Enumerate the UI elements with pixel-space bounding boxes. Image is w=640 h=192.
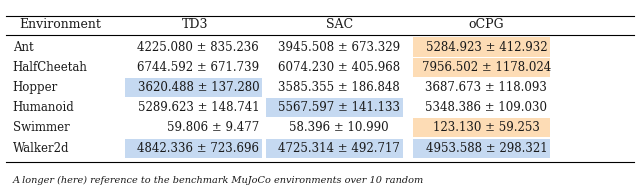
Text: Ant: Ant: [13, 41, 33, 54]
Bar: [413, 139, 550, 158]
Text: 5567.597 ± 141.133: 5567.597 ± 141.133: [278, 101, 400, 114]
Bar: [266, 98, 403, 117]
Text: Hopper: Hopper: [13, 81, 58, 94]
Bar: [413, 37, 550, 57]
Text: TD3: TD3: [182, 18, 209, 31]
Bar: [266, 139, 403, 158]
Text: SAC: SAC: [326, 18, 353, 31]
Text: 3687.673 ± 118.093: 3687.673 ± 118.093: [426, 81, 547, 94]
Text: HalfCheetah: HalfCheetah: [13, 61, 88, 74]
Text: Swimmer: Swimmer: [13, 121, 70, 134]
Text: 123.130 ± 59.253: 123.130 ± 59.253: [433, 121, 540, 134]
Bar: [413, 118, 550, 137]
Bar: [125, 139, 262, 158]
Text: 3945.508 ± 673.329: 3945.508 ± 673.329: [278, 41, 400, 54]
Bar: [125, 78, 262, 97]
Text: 58.396 ± 10.990: 58.396 ± 10.990: [289, 121, 389, 134]
Text: 5348.386 ± 109.030: 5348.386 ± 109.030: [426, 101, 547, 114]
Text: 4725.314 ± 492.717: 4725.314 ± 492.717: [278, 142, 400, 155]
Text: Environment: Environment: [19, 18, 101, 31]
Text: 4842.336 ± 723.696: 4842.336 ± 723.696: [137, 142, 259, 155]
Bar: [413, 58, 550, 77]
Text: 3585.355 ± 186.848: 3585.355 ± 186.848: [278, 81, 400, 94]
Text: 4225.080 ± 835.236: 4225.080 ± 835.236: [138, 41, 259, 54]
Text: Humanoid: Humanoid: [13, 101, 74, 114]
Text: 7956.502 ± 1178.024: 7956.502 ± 1178.024: [422, 61, 551, 74]
Text: 3620.488 ± 137.280: 3620.488 ± 137.280: [138, 81, 259, 94]
Text: 59.806 ± 9.477: 59.806 ± 9.477: [167, 121, 259, 134]
Text: 5284.923 ± 412.932: 5284.923 ± 412.932: [426, 41, 547, 54]
Text: A longer (here) reference to the benchmark MuJoCo environments over 10 random: A longer (here) reference to the benchma…: [13, 176, 424, 185]
Text: 6074.230 ± 405.968: 6074.230 ± 405.968: [278, 61, 400, 74]
Text: Walker2d: Walker2d: [13, 142, 69, 155]
Text: 6744.592 ± 671.739: 6744.592 ± 671.739: [137, 61, 259, 74]
Text: 4953.588 ± 298.321: 4953.588 ± 298.321: [426, 142, 547, 155]
Text: 5289.623 ± 148.741: 5289.623 ± 148.741: [138, 101, 259, 114]
Text: oCPG: oCPG: [468, 18, 504, 31]
